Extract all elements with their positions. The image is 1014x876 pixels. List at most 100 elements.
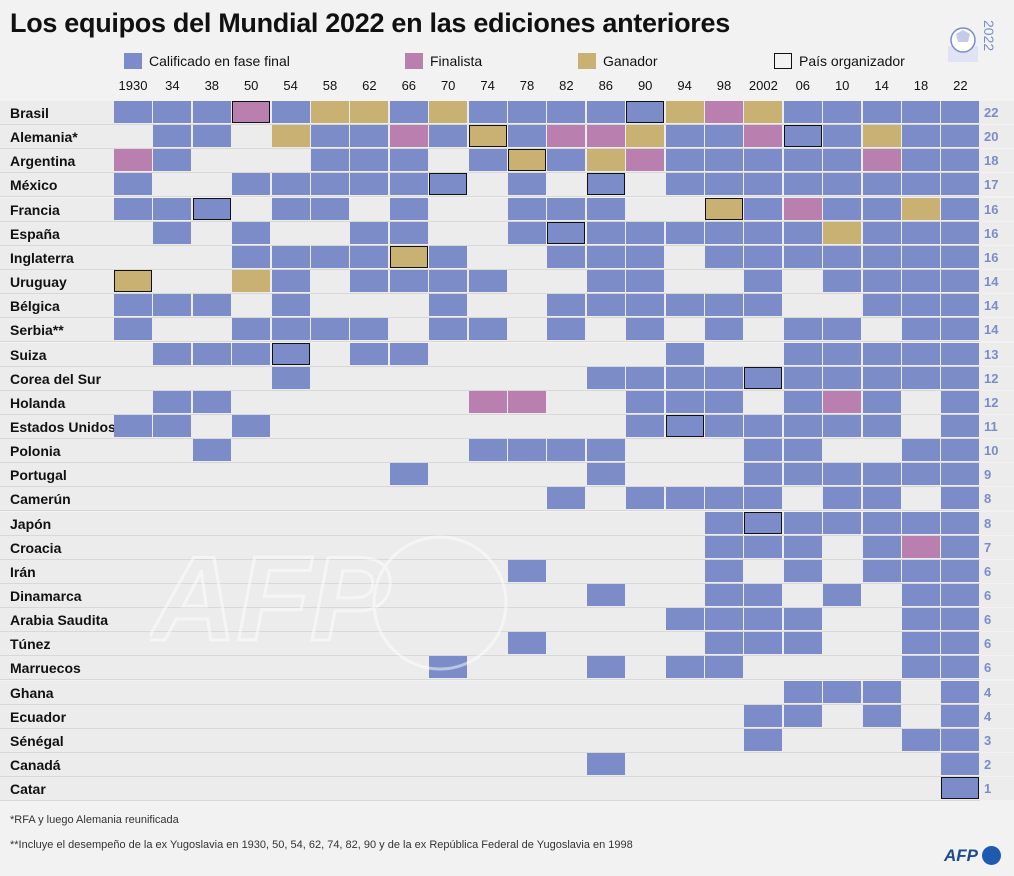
- row-divider: [0, 727, 980, 729]
- heatmap-cell: [862, 511, 901, 534]
- heatmap-cell: [941, 463, 980, 486]
- row-divider: [0, 268, 980, 270]
- afp-logo-dot-icon: [982, 846, 1001, 865]
- row-background: [0, 680, 1014, 704]
- heatmap-cell-host: [468, 125, 507, 148]
- year-label: 06: [795, 78, 811, 93]
- heatmap-cell: [783, 608, 822, 631]
- heatmap-cell: [902, 173, 940, 196]
- year-label: 38: [204, 78, 220, 93]
- heatmap-cell: [705, 559, 743, 582]
- heatmap-cell-host: [114, 270, 152, 293]
- heatmap-cell: [744, 245, 783, 268]
- participation-count: 3: [984, 732, 992, 748]
- heatmap-cell: [783, 101, 822, 123]
- row-divider: [0, 244, 980, 246]
- heatmap-cell: [823, 366, 862, 389]
- team-label: Argentina: [10, 153, 76, 170]
- heatmap-cell: [941, 125, 980, 148]
- heatmap-cell-host: [626, 101, 665, 123]
- participation-count: 6: [984, 612, 992, 628]
- heatmap-cell: [823, 511, 862, 534]
- heatmap-cell: [941, 294, 980, 317]
- year-label: 14: [874, 78, 889, 93]
- heatmap-cell: [705, 221, 743, 244]
- footnote-rfa: *RFA y luego Alemania reunificada: [10, 814, 179, 826]
- footnote-yugoslavia: **Incluye el desempeño de la ex Yugoslav…: [10, 839, 633, 851]
- heatmap-cell: [547, 149, 586, 172]
- heatmap-cell: [941, 342, 980, 365]
- team-label: Camerún: [10, 491, 71, 508]
- participation-count: 17: [984, 177, 999, 193]
- heatmap-cell: [744, 608, 783, 631]
- heatmap-cell: [665, 294, 704, 317]
- heatmap-cell: [586, 753, 625, 776]
- heatmap-cell: [941, 149, 980, 172]
- heatmap-cell: [902, 511, 940, 534]
- heatmap-cell-host: [783, 125, 822, 148]
- legend-label: Calificado en fase final: [149, 53, 290, 69]
- participation-count: 10: [984, 443, 999, 459]
- heatmap-cell: [783, 414, 822, 437]
- heatmap-cell: [389, 342, 428, 365]
- heatmap-cell: [114, 101, 152, 123]
- row-divider: [0, 437, 980, 439]
- row-divider: [0, 220, 980, 222]
- team-label: Ghana: [10, 684, 54, 701]
- heatmap-cell: [114, 294, 152, 317]
- heatmap-cell: [941, 270, 980, 293]
- heatmap-cell: [508, 125, 546, 148]
- heatmap-cell: [862, 414, 901, 437]
- heatmap-cell: [192, 342, 231, 365]
- heatmap-cell: [902, 584, 940, 606]
- heatmap-cell: [941, 535, 980, 558]
- heatmap-cell: [705, 632, 743, 655]
- heatmap-cell: [705, 390, 743, 413]
- heatmap-cell-host: [232, 101, 271, 123]
- heatmap-cell-host: [744, 511, 783, 534]
- year-label: 54: [283, 78, 298, 93]
- heatmap-cell: [665, 366, 704, 389]
- svg-text:AFP: AFP: [150, 535, 391, 666]
- heatmap-cell: [626, 390, 665, 413]
- heatmap-cell: [862, 101, 901, 123]
- heatmap-cell: [783, 197, 822, 220]
- heatmap-cell: [350, 101, 389, 123]
- heatmap-cell: [311, 101, 349, 123]
- legend-swatch-ganador: [578, 53, 596, 69]
- heatmap-cell: [547, 245, 586, 268]
- row-divider: [0, 582, 980, 584]
- heatmap-cell: [429, 101, 468, 123]
- heatmap-cell: [862, 366, 901, 389]
- heatmap-cell: [783, 149, 822, 172]
- team-label: Portugal: [10, 467, 67, 484]
- row-divider: [0, 148, 980, 150]
- heatmap-cell: [941, 366, 980, 389]
- heatmap-cell-host: [389, 245, 428, 268]
- heatmap-cell: [311, 197, 349, 220]
- team-label: Holanda: [10, 394, 66, 411]
- team-label: Irán: [10, 563, 36, 580]
- heatmap-cell: [862, 125, 901, 148]
- heatmap-cell: [626, 366, 665, 389]
- heatmap-cell: [862, 463, 901, 486]
- row-divider: [0, 341, 980, 343]
- heatmap-cell: [271, 173, 310, 196]
- participation-count: 2: [984, 757, 992, 773]
- heatmap-cell: [665, 390, 704, 413]
- heatmap-cell: [626, 414, 665, 437]
- heatmap-cell: [114, 149, 152, 172]
- heatmap-cell-host: [586, 173, 625, 196]
- row-divider: [0, 703, 980, 705]
- heatmap-cell: [271, 294, 310, 317]
- participation-count: 22: [984, 105, 999, 120]
- participation-count: 18: [984, 153, 999, 169]
- heatmap-cell: [941, 439, 980, 462]
- heatmap-cell: [705, 414, 743, 437]
- row-divider: [0, 172, 980, 174]
- heatmap-cell: [705, 318, 743, 341]
- heatmap-cell: [705, 101, 743, 123]
- team-label: México: [10, 177, 58, 194]
- heatmap-cell: [902, 728, 940, 751]
- heatmap-cell: [902, 270, 940, 293]
